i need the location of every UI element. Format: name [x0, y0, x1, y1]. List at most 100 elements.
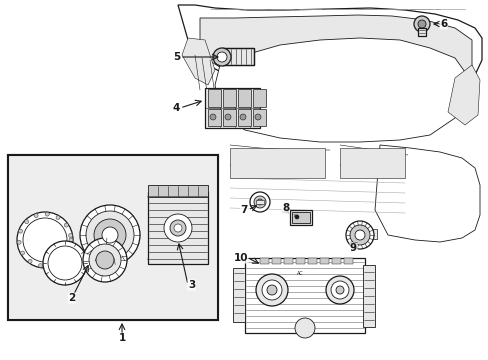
Bar [207, 89, 221, 107]
Text: 8: 8 [282, 203, 289, 213]
Polygon shape [200, 15, 471, 88]
Circle shape [209, 114, 216, 120]
Circle shape [213, 48, 230, 66]
Circle shape [39, 264, 42, 267]
Text: 6: 6 [439, 19, 447, 29]
Circle shape [83, 238, 127, 282]
Circle shape [60, 258, 63, 262]
Circle shape [254, 114, 261, 120]
Circle shape [240, 114, 245, 120]
Text: 10: 10 [233, 253, 247, 263]
Circle shape [66, 249, 70, 253]
Circle shape [354, 230, 364, 240]
Circle shape [64, 223, 68, 227]
Text: 1: 1 [118, 333, 125, 343]
Bar [260, 258, 268, 264]
Bar [8, 155, 218, 320]
Circle shape [253, 196, 265, 208]
Circle shape [249, 192, 269, 212]
Circle shape [335, 286, 343, 294]
Bar [207, 109, 221, 126]
Circle shape [17, 240, 21, 244]
Circle shape [294, 215, 298, 219]
Bar [222, 48, 253, 65]
Polygon shape [182, 38, 215, 85]
Text: LE: LE [293, 214, 298, 218]
Circle shape [96, 251, 114, 269]
Circle shape [68, 234, 72, 238]
Bar [256, 200, 264, 204]
Bar [362, 265, 374, 327]
Text: 4: 4 [172, 103, 180, 113]
Circle shape [102, 227, 118, 243]
Circle shape [256, 274, 287, 306]
Bar [339, 148, 404, 178]
Bar [148, 192, 207, 264]
Bar [148, 185, 207, 197]
Text: 9: 9 [349, 243, 356, 253]
Text: 7: 7 [240, 205, 247, 215]
Bar [343, 258, 352, 264]
Circle shape [174, 224, 182, 232]
Text: 5: 5 [172, 52, 180, 62]
Bar [252, 89, 265, 107]
Bar [307, 258, 316, 264]
Circle shape [413, 16, 429, 32]
Bar [8, 155, 218, 320]
Bar [232, 268, 244, 322]
Circle shape [330, 281, 348, 299]
Circle shape [45, 212, 49, 216]
Polygon shape [447, 65, 479, 125]
Circle shape [50, 263, 54, 267]
Bar [229, 148, 325, 178]
Circle shape [43, 241, 87, 285]
Bar [238, 109, 250, 126]
Circle shape [266, 285, 276, 295]
Bar [252, 109, 265, 126]
Circle shape [19, 229, 22, 233]
Circle shape [417, 20, 425, 28]
Circle shape [80, 205, 140, 265]
Bar [204, 88, 260, 128]
Circle shape [224, 114, 230, 120]
Circle shape [89, 244, 121, 276]
Circle shape [86, 211, 134, 259]
Bar [289, 210, 311, 225]
Bar [284, 258, 292, 264]
Circle shape [346, 221, 373, 249]
Circle shape [325, 276, 353, 304]
Circle shape [17, 212, 73, 268]
Polygon shape [178, 5, 481, 93]
Bar [223, 109, 236, 126]
Circle shape [170, 220, 185, 236]
Text: 3: 3 [187, 280, 195, 290]
Text: 2: 2 [68, 293, 76, 303]
Circle shape [217, 52, 226, 62]
Bar [223, 89, 236, 107]
Polygon shape [374, 145, 479, 242]
Bar [319, 258, 328, 264]
Circle shape [262, 280, 282, 300]
Circle shape [349, 225, 369, 245]
Bar [244, 258, 364, 333]
Bar [417, 28, 425, 36]
Circle shape [20, 251, 24, 255]
Circle shape [69, 238, 73, 242]
Text: AC: AC [296, 271, 303, 276]
Bar [222, 48, 253, 65]
Circle shape [56, 216, 60, 220]
Circle shape [24, 220, 29, 224]
Bar [361, 229, 376, 239]
Circle shape [34, 213, 38, 217]
Bar [8, 155, 218, 320]
Polygon shape [215, 38, 464, 142]
Circle shape [257, 199, 263, 205]
Bar [271, 258, 281, 264]
Bar [291, 212, 309, 223]
Circle shape [163, 214, 192, 242]
Circle shape [28, 259, 32, 263]
Circle shape [94, 219, 126, 251]
Circle shape [294, 318, 314, 338]
Bar [331, 258, 340, 264]
Bar [295, 258, 305, 264]
